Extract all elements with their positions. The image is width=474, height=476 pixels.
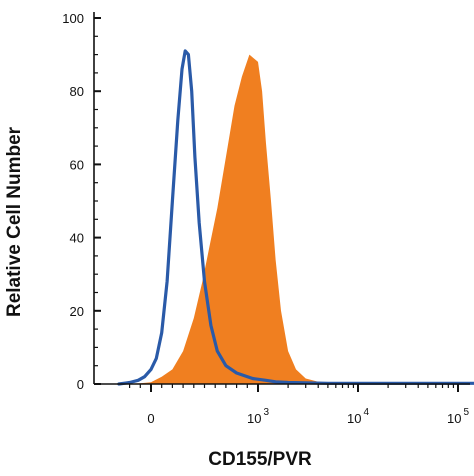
x-tick-label: 10 5: [447, 407, 469, 426]
x-axis-ticks: 0 10 3 10 4 10 5: [129, 384, 469, 426]
x-tick-label: 10 3: [247, 407, 269, 426]
y-tick-label: 40: [70, 231, 84, 246]
x-tick-label: 10 4: [347, 407, 369, 426]
x-axis-title: CD155/PVR: [208, 449, 312, 470]
series-0-outline-histogram: [117, 49, 474, 386]
y-axis-ticks: 0 20 40 60 80 100: [62, 11, 101, 392]
plot-area: 0 20 40 60 80 100 0 10 3 10 4 10 5: [62, 11, 474, 426]
x-tick-label: 0: [147, 411, 154, 426]
series-layer: [117, 49, 474, 386]
y-tick-label: 60: [70, 157, 84, 172]
y-axis-title: Relative Cell Number: [4, 126, 25, 317]
y-tick-label: 100: [62, 11, 84, 26]
y-tick-label: 80: [70, 84, 84, 99]
y-tick-label: 0: [77, 377, 84, 392]
y-tick-label: 20: [70, 304, 84, 319]
